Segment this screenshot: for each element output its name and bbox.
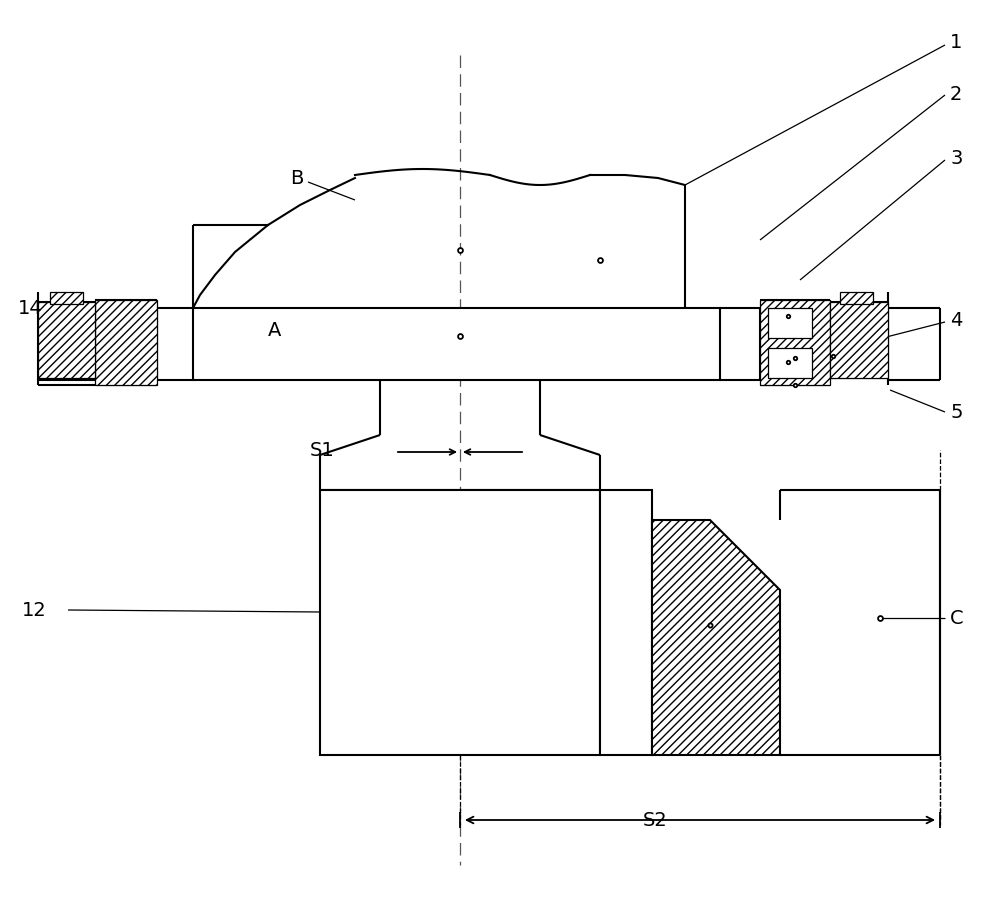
Text: 5: 5 <box>950 402 962 421</box>
Text: 2: 2 <box>950 84 962 103</box>
Text: S1: S1 <box>310 441 335 460</box>
Text: 1: 1 <box>950 33 962 52</box>
Polygon shape <box>652 520 780 755</box>
Text: 4: 4 <box>950 312 962 330</box>
Text: A: A <box>268 321 281 339</box>
Bar <box>840 292 873 304</box>
Bar <box>760 300 830 385</box>
Bar <box>50 292 83 304</box>
Bar <box>95 300 157 385</box>
Bar <box>768 348 812 378</box>
Bar <box>193 308 720 380</box>
Bar <box>38 302 95 378</box>
Text: C: C <box>950 609 964 628</box>
Bar <box>830 302 888 378</box>
Bar <box>768 308 812 338</box>
Text: B: B <box>290 169 303 188</box>
Bar <box>320 490 600 755</box>
Text: 3: 3 <box>950 149 962 169</box>
Text: 14: 14 <box>18 298 43 318</box>
Text: S2: S2 <box>643 811 667 830</box>
Text: 12: 12 <box>22 601 47 620</box>
Bar <box>600 490 652 755</box>
